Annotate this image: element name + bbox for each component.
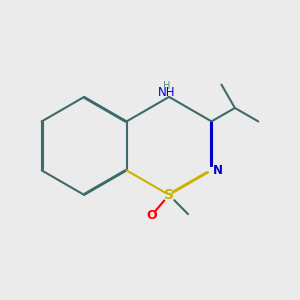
Text: NH: NH xyxy=(158,86,176,100)
Text: H: H xyxy=(163,81,170,91)
Text: S: S xyxy=(164,188,174,202)
Text: N: N xyxy=(212,164,222,177)
Text: O: O xyxy=(146,209,157,222)
